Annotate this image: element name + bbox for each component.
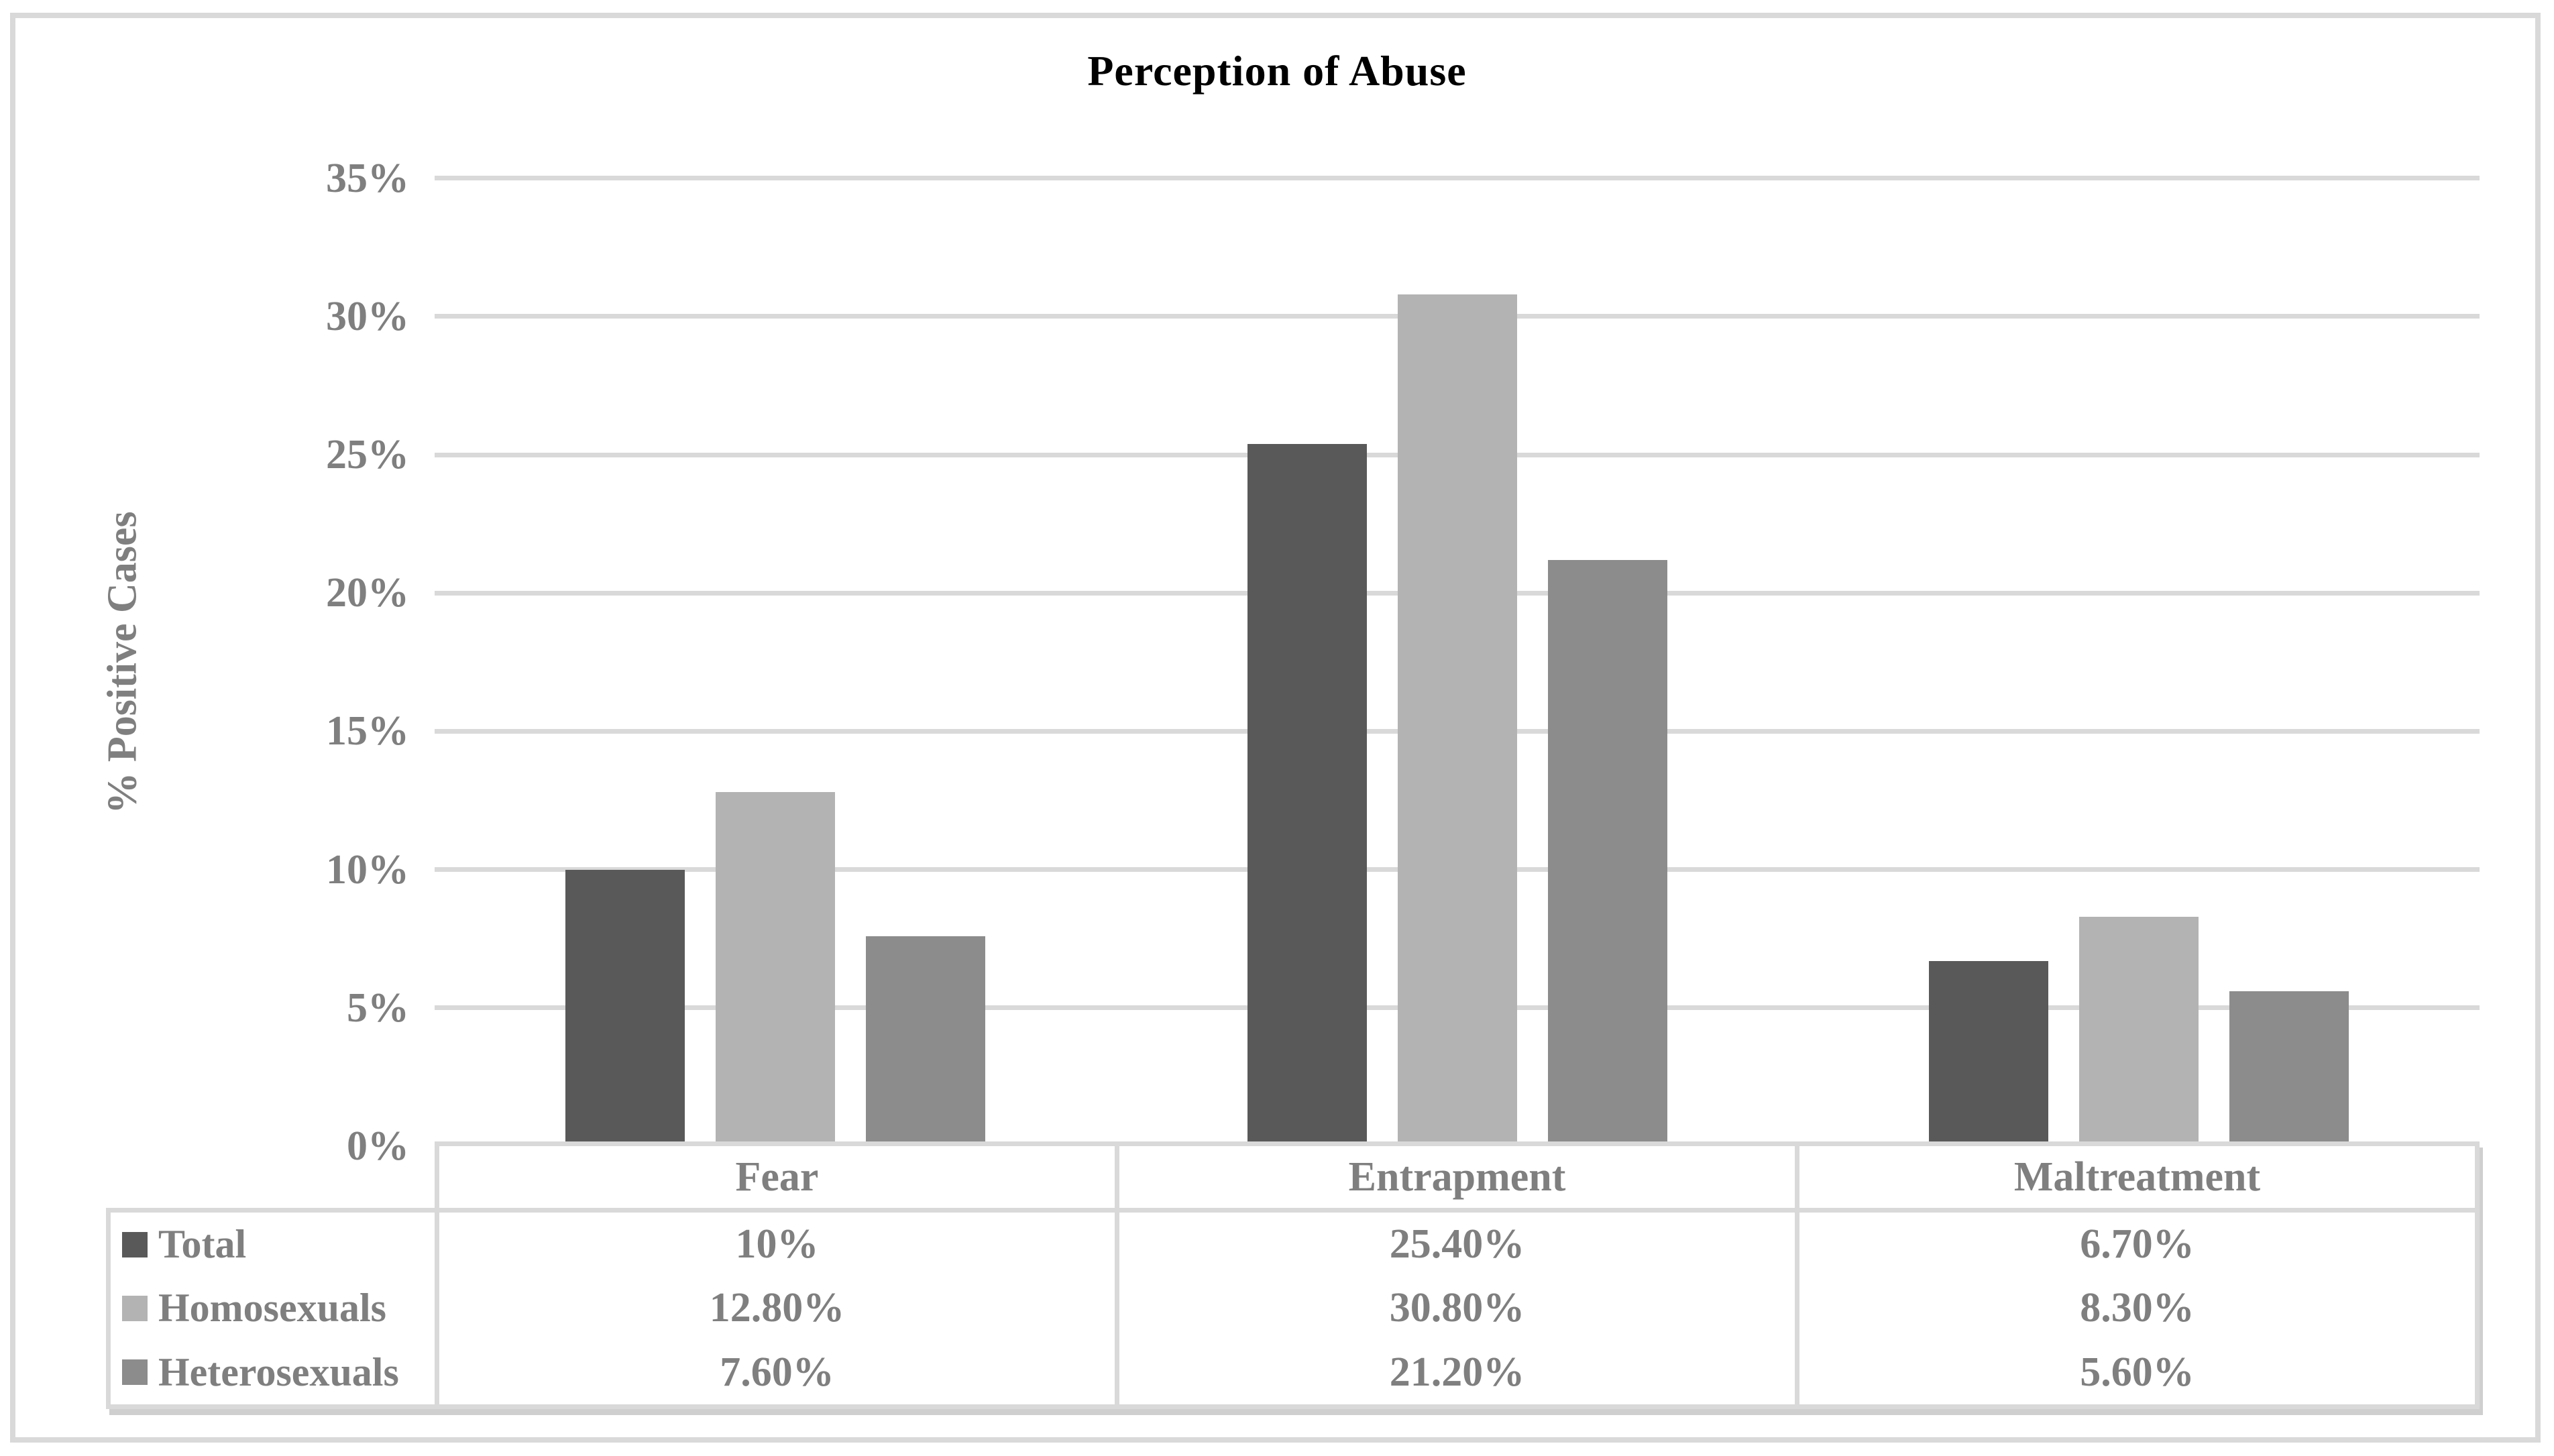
value-column-maltreatment: 6.70% 8.30% 5.60%	[1795, 1213, 2475, 1404]
value-heterosexuals-fear: 7.60%	[720, 1349, 834, 1395]
value-homosexuals-entrapment: 30.80%	[1389, 1285, 1525, 1331]
y-tick-label-0: 0%	[347, 1123, 409, 1169]
bar-homosexuals-maltreatment	[2078, 916, 2199, 1146]
bar-homosexuals-fear	[716, 792, 836, 1146]
legend-key-total-icon	[122, 1231, 148, 1257]
y-tick-label-20: 20%	[326, 570, 409, 616]
value-heterosexuals-entrapment: 21.20%	[1389, 1349, 1525, 1395]
value-homosexuals-fear: 12.80%	[709, 1285, 845, 1331]
value-homosexuals-maltreatment: 8.30%	[2080, 1285, 2195, 1331]
y-tick-label-10: 10%	[326, 846, 409, 893]
gridline-35pct	[435, 176, 2480, 181]
legend-label-homosexuals: Homosexuals	[158, 1286, 387, 1331]
value-total-maltreatment: 6.70%	[2080, 1221, 2195, 1268]
category-header-maltreatment: Maltreatment	[1795, 1146, 2475, 1208]
chart-title: Perception of Abuse	[1087, 47, 1467, 95]
y-tick-label-35: 35%	[326, 155, 409, 201]
category-header-fear: Fear	[735, 1154, 819, 1200]
value-total-entrapment: 25.40%	[1389, 1221, 1525, 1268]
value-column-fear: 10% 12.80% 7.60%	[439, 1213, 1115, 1404]
y-tick-label-25: 25%	[326, 432, 409, 478]
bar-total-fear	[565, 869, 685, 1146]
bar-total-maltreatment	[1928, 960, 2048, 1146]
legend-label-total: Total	[158, 1222, 247, 1267]
bar-heterosexuals-entrapment	[1547, 559, 1667, 1146]
bar-total-entrapment	[1247, 443, 1367, 1146]
y-tick-label-30: 30%	[326, 293, 409, 339]
bar-heterosexuals-fear	[866, 936, 986, 1146]
value-total-fear: 10%	[735, 1221, 819, 1268]
y-tick-label-5: 5%	[347, 985, 409, 1031]
y-axis-title: % Positive Cases	[99, 511, 146, 814]
data-table: Total Homosexuals Heterosexuals 10% 12.80% 7.…	[106, 1208, 2480, 1409]
category-header-entrapment: Entrapment	[1115, 1146, 1795, 1208]
category-header-row: Fear Entrapment Maltreatment	[435, 1141, 2480, 1208]
legend-label-heterosexuals: Heterosexuals	[158, 1349, 399, 1394]
value-heterosexuals-maltreatment: 5.60%	[2080, 1349, 2195, 1395]
legend-key-homosexuals-icon	[122, 1295, 148, 1321]
outer-border	[10, 13, 2541, 1443]
legend-item-heterosexuals: Heterosexuals	[111, 1341, 435, 1404]
legend-item-total: Total	[111, 1213, 435, 1276]
value-column-entrapment: 25.40% 30.80% 21.20%	[1115, 1213, 1795, 1404]
legend-item-homosexuals: Homosexuals	[111, 1276, 435, 1340]
legend-column: Total Homosexuals Heterosexuals	[111, 1213, 439, 1404]
bar-heterosexuals-maltreatment	[2229, 991, 2349, 1146]
bar-homosexuals-entrapment	[1397, 294, 1517, 1146]
y-tick-label-15: 15%	[326, 708, 409, 754]
legend-key-heterosexuals-icon	[122, 1359, 148, 1386]
